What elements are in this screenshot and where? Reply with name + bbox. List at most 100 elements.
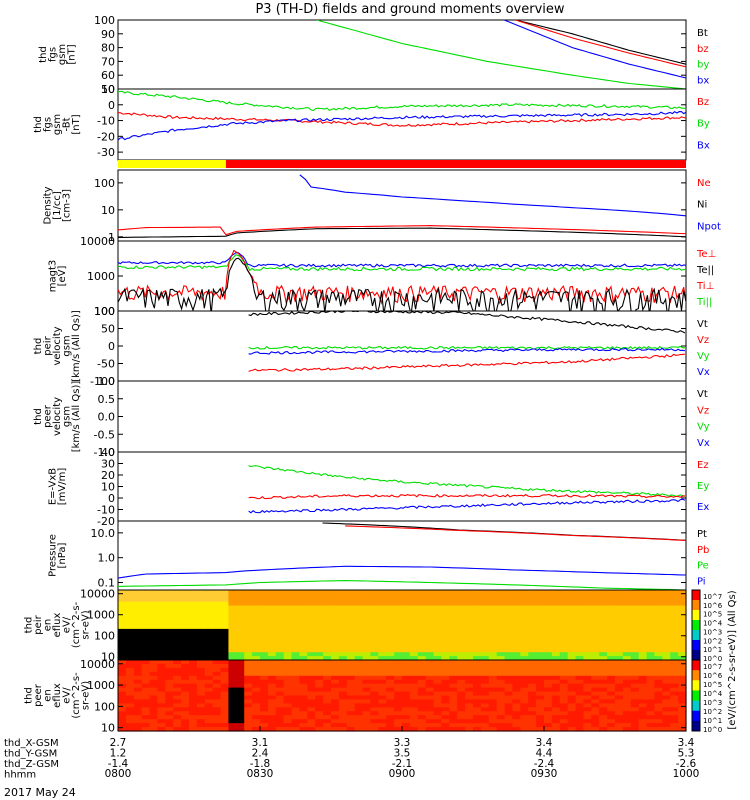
heatmap-cell bbox=[244, 590, 253, 595]
heatmap-cell bbox=[275, 617, 285, 622]
heatmap-cell bbox=[149, 613, 159, 618]
heatmap-cell bbox=[678, 707, 687, 712]
heatmap-cell bbox=[457, 715, 466, 720]
heatmap-cell bbox=[551, 715, 561, 720]
heatmap-cell bbox=[402, 636, 411, 642]
heatmap-cell bbox=[654, 656, 663, 661]
heatmap-cell bbox=[591, 703, 600, 708]
legend-Pi: Pi bbox=[697, 576, 706, 587]
heatmap-cell bbox=[504, 621, 514, 626]
heatmap-cell bbox=[615, 723, 624, 728]
heatmap-cell bbox=[394, 621, 403, 626]
legend-Ti||: Ti|| bbox=[696, 297, 712, 308]
heatmap-cell bbox=[599, 699, 608, 704]
heatmap-cell bbox=[394, 628, 403, 634]
y-tick-label: 100 bbox=[94, 630, 115, 643]
heatmap-cell bbox=[402, 683, 411, 689]
heatmap-cell bbox=[465, 648, 474, 653]
heatmap-cell bbox=[141, 593, 151, 599]
heatmap-cell bbox=[386, 593, 395, 599]
heatmap-cell bbox=[465, 628, 474, 634]
heatmap-cell bbox=[583, 656, 592, 661]
heatmap-cell bbox=[323, 703, 332, 708]
heatmap-cell bbox=[512, 625, 521, 630]
heatmap-cell bbox=[551, 707, 561, 712]
heatmap-cell bbox=[394, 652, 403, 657]
heatmap-cell bbox=[638, 691, 648, 697]
heatmap-cell bbox=[331, 711, 340, 716]
heatmap-cell bbox=[196, 683, 206, 689]
heatmap-cell bbox=[591, 691, 600, 697]
heatmap-cell bbox=[504, 683, 514, 689]
heatmap-cell bbox=[378, 723, 387, 728]
heatmap-cell bbox=[670, 597, 679, 603]
heatmap-cell bbox=[228, 679, 237, 685]
heatmap-cell bbox=[528, 715, 537, 720]
x-row-label: thd_X-GSM bbox=[4, 738, 59, 749]
heatmap-cell bbox=[267, 636, 277, 642]
heatmap-cell bbox=[181, 648, 190, 653]
heatmap-cell bbox=[457, 636, 466, 642]
heatmap-cell bbox=[591, 656, 600, 661]
heatmap-cell bbox=[275, 679, 285, 685]
y-axis-label: [cm-3] bbox=[62, 189, 73, 222]
heatmap-cell bbox=[544, 691, 553, 697]
heatmap-cell bbox=[220, 703, 230, 708]
heatmap-cell bbox=[512, 691, 521, 697]
heatmap-cell bbox=[480, 687, 490, 693]
heatmap-cell bbox=[236, 679, 245, 685]
heatmap-cell bbox=[473, 727, 482, 732]
heatmap-cell bbox=[646, 683, 656, 689]
heatmap-cell bbox=[181, 597, 190, 603]
heatmap-cell bbox=[196, 644, 206, 649]
heatmap-cell bbox=[283, 652, 293, 657]
heatmap-cell bbox=[646, 609, 656, 614]
heatmap-cell bbox=[346, 593, 356, 599]
heatmap-cell bbox=[394, 617, 403, 622]
heatmap-cell bbox=[449, 715, 458, 720]
heatmap-cell bbox=[141, 613, 151, 618]
heatmap-cell bbox=[465, 711, 474, 716]
heatmap-cell bbox=[354, 671, 364, 677]
colorbar-tick: 10^3 bbox=[703, 699, 722, 707]
heatmap-cell bbox=[307, 648, 316, 653]
heatmap-cell bbox=[204, 679, 214, 685]
heatmap-cell bbox=[615, 656, 624, 661]
heatmap-cell bbox=[607, 590, 616, 595]
heatmap-cell bbox=[118, 695, 127, 701]
heatmap-cell bbox=[670, 691, 679, 697]
series-Te|| bbox=[118, 257, 686, 311]
heatmap-cell bbox=[465, 636, 474, 642]
heatmap-cell bbox=[252, 628, 261, 634]
heatmap-cell bbox=[260, 671, 269, 677]
heatmap-cell bbox=[551, 625, 561, 630]
heatmap-cell bbox=[394, 648, 403, 653]
heatmap-cell bbox=[638, 628, 648, 634]
heatmap-cell bbox=[386, 687, 395, 693]
heatmap-cell bbox=[212, 671, 222, 677]
heatmap-cell bbox=[528, 628, 537, 634]
heatmap-cell bbox=[157, 687, 166, 693]
heatmap-cell bbox=[457, 632, 466, 638]
heatmap-cell bbox=[307, 723, 316, 728]
y-tick-label: 50 bbox=[101, 323, 115, 336]
heatmap-cell bbox=[133, 640, 143, 646]
heatmap-cell bbox=[504, 687, 514, 693]
heatmap-cell bbox=[315, 723, 324, 728]
heatmap-cell bbox=[331, 707, 340, 712]
heatmap-cell bbox=[465, 699, 474, 704]
heatmap-cell bbox=[536, 605, 545, 611]
heatmap-cell bbox=[449, 679, 458, 685]
heatmap-cell bbox=[189, 711, 198, 716]
heatmap-cell bbox=[228, 703, 237, 708]
heatmap-cell bbox=[354, 644, 364, 649]
heatmap-cell bbox=[488, 597, 498, 603]
heatmap-cell bbox=[323, 613, 332, 618]
heatmap-cell bbox=[496, 590, 506, 595]
heatmap-cell bbox=[173, 707, 182, 712]
series-Pb bbox=[345, 525, 686, 542]
heatmap-cell bbox=[488, 667, 498, 673]
y-tick-label: 0.0 bbox=[98, 411, 116, 424]
heatmap-cell bbox=[118, 640, 127, 646]
